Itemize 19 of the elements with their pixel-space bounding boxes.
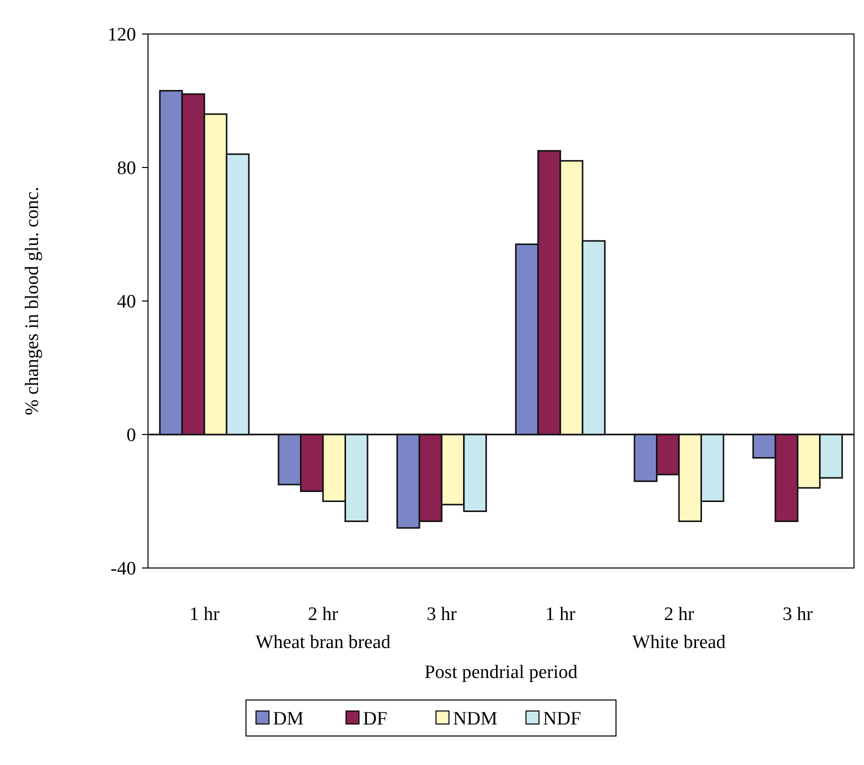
legend-label: DF xyxy=(363,708,388,730)
x-tick-label: 2 hr xyxy=(308,604,339,625)
legend-label: NDF xyxy=(543,708,582,730)
x-tick-label: 3 hr xyxy=(782,604,814,625)
y-tick-label: 80 xyxy=(117,158,136,180)
y-tick-label: -40 xyxy=(110,558,136,580)
x-tick-label: 3 hr xyxy=(426,604,458,625)
x-axis-title: Post pendrial period xyxy=(424,662,578,683)
y-tick-label: 120 xyxy=(108,24,136,46)
text: Wheat bran bread xyxy=(255,632,392,653)
y-axis-title: % changes in blood glu. conc. xyxy=(22,186,43,416)
legend-label: NDM xyxy=(453,708,498,730)
x-tick-label: 2 hr xyxy=(664,604,695,625)
text: White bread xyxy=(632,632,726,653)
y-tick-label: 0 xyxy=(126,425,136,446)
legend-label: DM xyxy=(273,708,304,730)
x-tick-label: 1 hr xyxy=(545,604,576,625)
y-tick-label: 40 xyxy=(117,292,136,313)
x-tick-label: 1 hr xyxy=(189,604,220,625)
